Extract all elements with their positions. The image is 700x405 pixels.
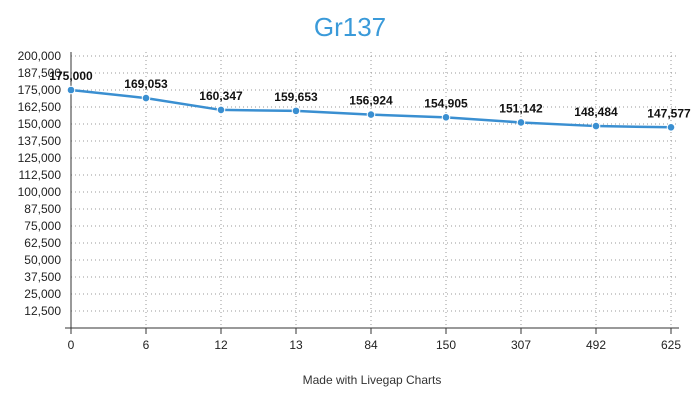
data-label: 154,905 bbox=[424, 96, 468, 110]
y-tick-label: 200,000 bbox=[18, 49, 62, 63]
x-tick-label: 84 bbox=[364, 338, 378, 352]
footer-credit: Made with Livegap Charts bbox=[303, 373, 442, 387]
data-label: 175,000 bbox=[49, 69, 93, 83]
data-label: 169,053 bbox=[124, 77, 168, 91]
data-point[interactable] bbox=[441, 113, 451, 122]
data-point[interactable] bbox=[516, 118, 526, 127]
data-point[interactable] bbox=[666, 122, 676, 132]
x-axis-tick-labels: 0 6 12 13 84 150 307 492 625 bbox=[68, 338, 682, 352]
y-tick-label: 50,000 bbox=[24, 253, 61, 267]
axes bbox=[65, 52, 679, 334]
data-point[interactable] bbox=[216, 105, 226, 115]
x-tick-label: 12 bbox=[214, 338, 228, 352]
y-tick-label: 187,500 bbox=[18, 66, 62, 80]
x-tick-label: 0 bbox=[68, 338, 75, 352]
data-label: 148,484 bbox=[574, 105, 618, 119]
y-axis-tick-labels: 12,500 25,000 37,500 50,000 62,500 75,000 87,5… bbox=[18, 49, 62, 318]
y-tick-label: 75,000 bbox=[24, 219, 61, 233]
data-point[interactable] bbox=[591, 121, 601, 131]
y-tick-label: 162,500 bbox=[18, 100, 62, 114]
gridlines bbox=[71, 52, 677, 328]
data-point[interactable] bbox=[66, 85, 76, 95]
y-tick-label: 62,500 bbox=[24, 236, 61, 250]
y-tick-label: 12,500 bbox=[24, 304, 61, 318]
x-tick-label: 13 bbox=[289, 338, 303, 352]
y-tick-label: 137,500 bbox=[18, 134, 62, 148]
y-tick-label: 125,000 bbox=[18, 151, 62, 165]
data-point[interactable] bbox=[291, 106, 301, 116]
data-label: 156,924 bbox=[349, 94, 393, 108]
chart-title: Gr137 bbox=[314, 12, 386, 42]
x-tick-label: 150 bbox=[436, 338, 456, 352]
x-tick-label: 307 bbox=[511, 338, 531, 352]
data-point[interactable] bbox=[141, 93, 151, 103]
x-tick-label: 625 bbox=[661, 338, 681, 352]
x-tick-label: 492 bbox=[586, 338, 606, 352]
data-label: 160,347 bbox=[199, 89, 243, 103]
y-tick-label: 37,500 bbox=[24, 270, 61, 284]
y-tick-label: 175,000 bbox=[18, 83, 62, 97]
y-tick-label: 87,500 bbox=[24, 202, 61, 216]
y-tick-label: 25,000 bbox=[24, 287, 61, 301]
data-label: 151,142 bbox=[499, 101, 543, 115]
y-tick-label: 112,500 bbox=[19, 168, 62, 182]
data-labels: 175,000 169,053 160,347 159,653 156,924 154,9… bbox=[49, 69, 691, 120]
y-tick-label: 100,000 bbox=[18, 185, 62, 199]
y-tick-label: 150,000 bbox=[18, 117, 62, 131]
data-series bbox=[66, 85, 676, 132]
data-label: 159,653 bbox=[274, 90, 318, 104]
x-tick-label: 6 bbox=[143, 338, 150, 352]
data-label: 147,577 bbox=[647, 106, 691, 120]
data-point[interactable] bbox=[366, 110, 376, 119]
